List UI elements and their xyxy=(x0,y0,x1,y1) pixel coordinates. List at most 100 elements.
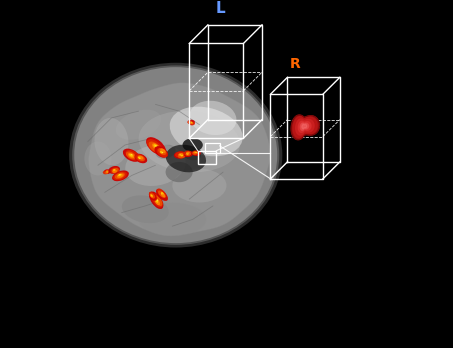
Ellipse shape xyxy=(151,193,163,207)
Ellipse shape xyxy=(184,151,191,156)
Ellipse shape xyxy=(157,199,158,201)
Bar xyxy=(204,143,220,153)
Ellipse shape xyxy=(115,173,125,179)
Ellipse shape xyxy=(187,153,189,155)
Ellipse shape xyxy=(108,166,120,174)
Ellipse shape xyxy=(188,120,195,125)
Ellipse shape xyxy=(185,152,191,156)
Ellipse shape xyxy=(193,151,198,155)
Ellipse shape xyxy=(139,158,140,159)
Ellipse shape xyxy=(174,151,187,159)
Ellipse shape xyxy=(150,193,155,198)
Ellipse shape xyxy=(166,145,206,172)
Ellipse shape xyxy=(160,151,163,153)
Ellipse shape xyxy=(196,152,198,153)
Ellipse shape xyxy=(154,144,158,148)
Polygon shape xyxy=(299,121,311,132)
Ellipse shape xyxy=(157,188,167,198)
Ellipse shape xyxy=(190,122,193,124)
Ellipse shape xyxy=(114,169,116,171)
Ellipse shape xyxy=(128,153,135,158)
Ellipse shape xyxy=(178,154,185,158)
Ellipse shape xyxy=(152,143,160,150)
Ellipse shape xyxy=(110,167,119,174)
Ellipse shape xyxy=(179,154,181,155)
Ellipse shape xyxy=(113,172,127,180)
Ellipse shape xyxy=(139,111,240,172)
Polygon shape xyxy=(291,115,319,140)
Ellipse shape xyxy=(157,148,168,157)
Ellipse shape xyxy=(106,170,109,172)
Ellipse shape xyxy=(135,154,145,162)
Ellipse shape xyxy=(105,171,109,174)
Ellipse shape xyxy=(129,154,133,157)
Ellipse shape xyxy=(135,154,147,163)
Ellipse shape xyxy=(122,195,169,223)
Ellipse shape xyxy=(119,174,120,175)
Ellipse shape xyxy=(178,153,183,156)
Ellipse shape xyxy=(111,168,119,173)
Ellipse shape xyxy=(170,106,243,156)
Ellipse shape xyxy=(126,151,136,159)
Ellipse shape xyxy=(151,195,152,196)
Ellipse shape xyxy=(186,152,190,154)
Ellipse shape xyxy=(184,151,193,157)
Ellipse shape xyxy=(175,152,185,158)
Ellipse shape xyxy=(151,195,153,197)
Ellipse shape xyxy=(193,151,201,156)
Ellipse shape xyxy=(149,191,164,209)
Ellipse shape xyxy=(125,145,186,186)
Text: R: R xyxy=(289,56,300,71)
Ellipse shape xyxy=(180,155,183,156)
Bar xyxy=(198,151,217,164)
Ellipse shape xyxy=(72,65,280,245)
Ellipse shape xyxy=(161,192,165,197)
Ellipse shape xyxy=(188,121,192,124)
Ellipse shape xyxy=(154,146,168,158)
Ellipse shape xyxy=(138,157,141,159)
Ellipse shape xyxy=(192,151,198,155)
Ellipse shape xyxy=(154,198,160,205)
Ellipse shape xyxy=(118,174,122,176)
Ellipse shape xyxy=(161,192,164,195)
Ellipse shape xyxy=(146,137,166,155)
Ellipse shape xyxy=(69,63,282,247)
Ellipse shape xyxy=(125,150,139,160)
Ellipse shape xyxy=(191,122,193,123)
Ellipse shape xyxy=(154,196,162,206)
Ellipse shape xyxy=(193,151,197,153)
Polygon shape xyxy=(300,123,308,130)
Ellipse shape xyxy=(183,138,203,152)
Ellipse shape xyxy=(149,192,155,199)
Ellipse shape xyxy=(160,149,166,153)
Ellipse shape xyxy=(139,203,206,236)
Ellipse shape xyxy=(84,142,111,175)
Ellipse shape xyxy=(113,169,116,171)
Ellipse shape xyxy=(155,199,158,203)
Ellipse shape xyxy=(172,169,226,203)
Ellipse shape xyxy=(103,171,108,174)
Ellipse shape xyxy=(137,155,145,161)
Ellipse shape xyxy=(138,156,144,159)
Ellipse shape xyxy=(189,101,236,135)
Polygon shape xyxy=(88,83,270,236)
Ellipse shape xyxy=(166,162,193,182)
Ellipse shape xyxy=(195,152,196,153)
Ellipse shape xyxy=(123,149,140,162)
Polygon shape xyxy=(293,117,317,138)
Polygon shape xyxy=(296,119,314,135)
Ellipse shape xyxy=(95,118,129,165)
Ellipse shape xyxy=(104,169,111,174)
Text: L: L xyxy=(216,1,225,16)
Ellipse shape xyxy=(158,191,165,198)
Ellipse shape xyxy=(112,171,129,181)
Ellipse shape xyxy=(158,148,166,155)
Polygon shape xyxy=(302,124,307,129)
Ellipse shape xyxy=(131,154,133,155)
Ellipse shape xyxy=(112,170,117,173)
Ellipse shape xyxy=(189,121,195,125)
Ellipse shape xyxy=(184,150,201,160)
Ellipse shape xyxy=(116,110,161,140)
Ellipse shape xyxy=(117,174,124,178)
Ellipse shape xyxy=(186,153,187,154)
